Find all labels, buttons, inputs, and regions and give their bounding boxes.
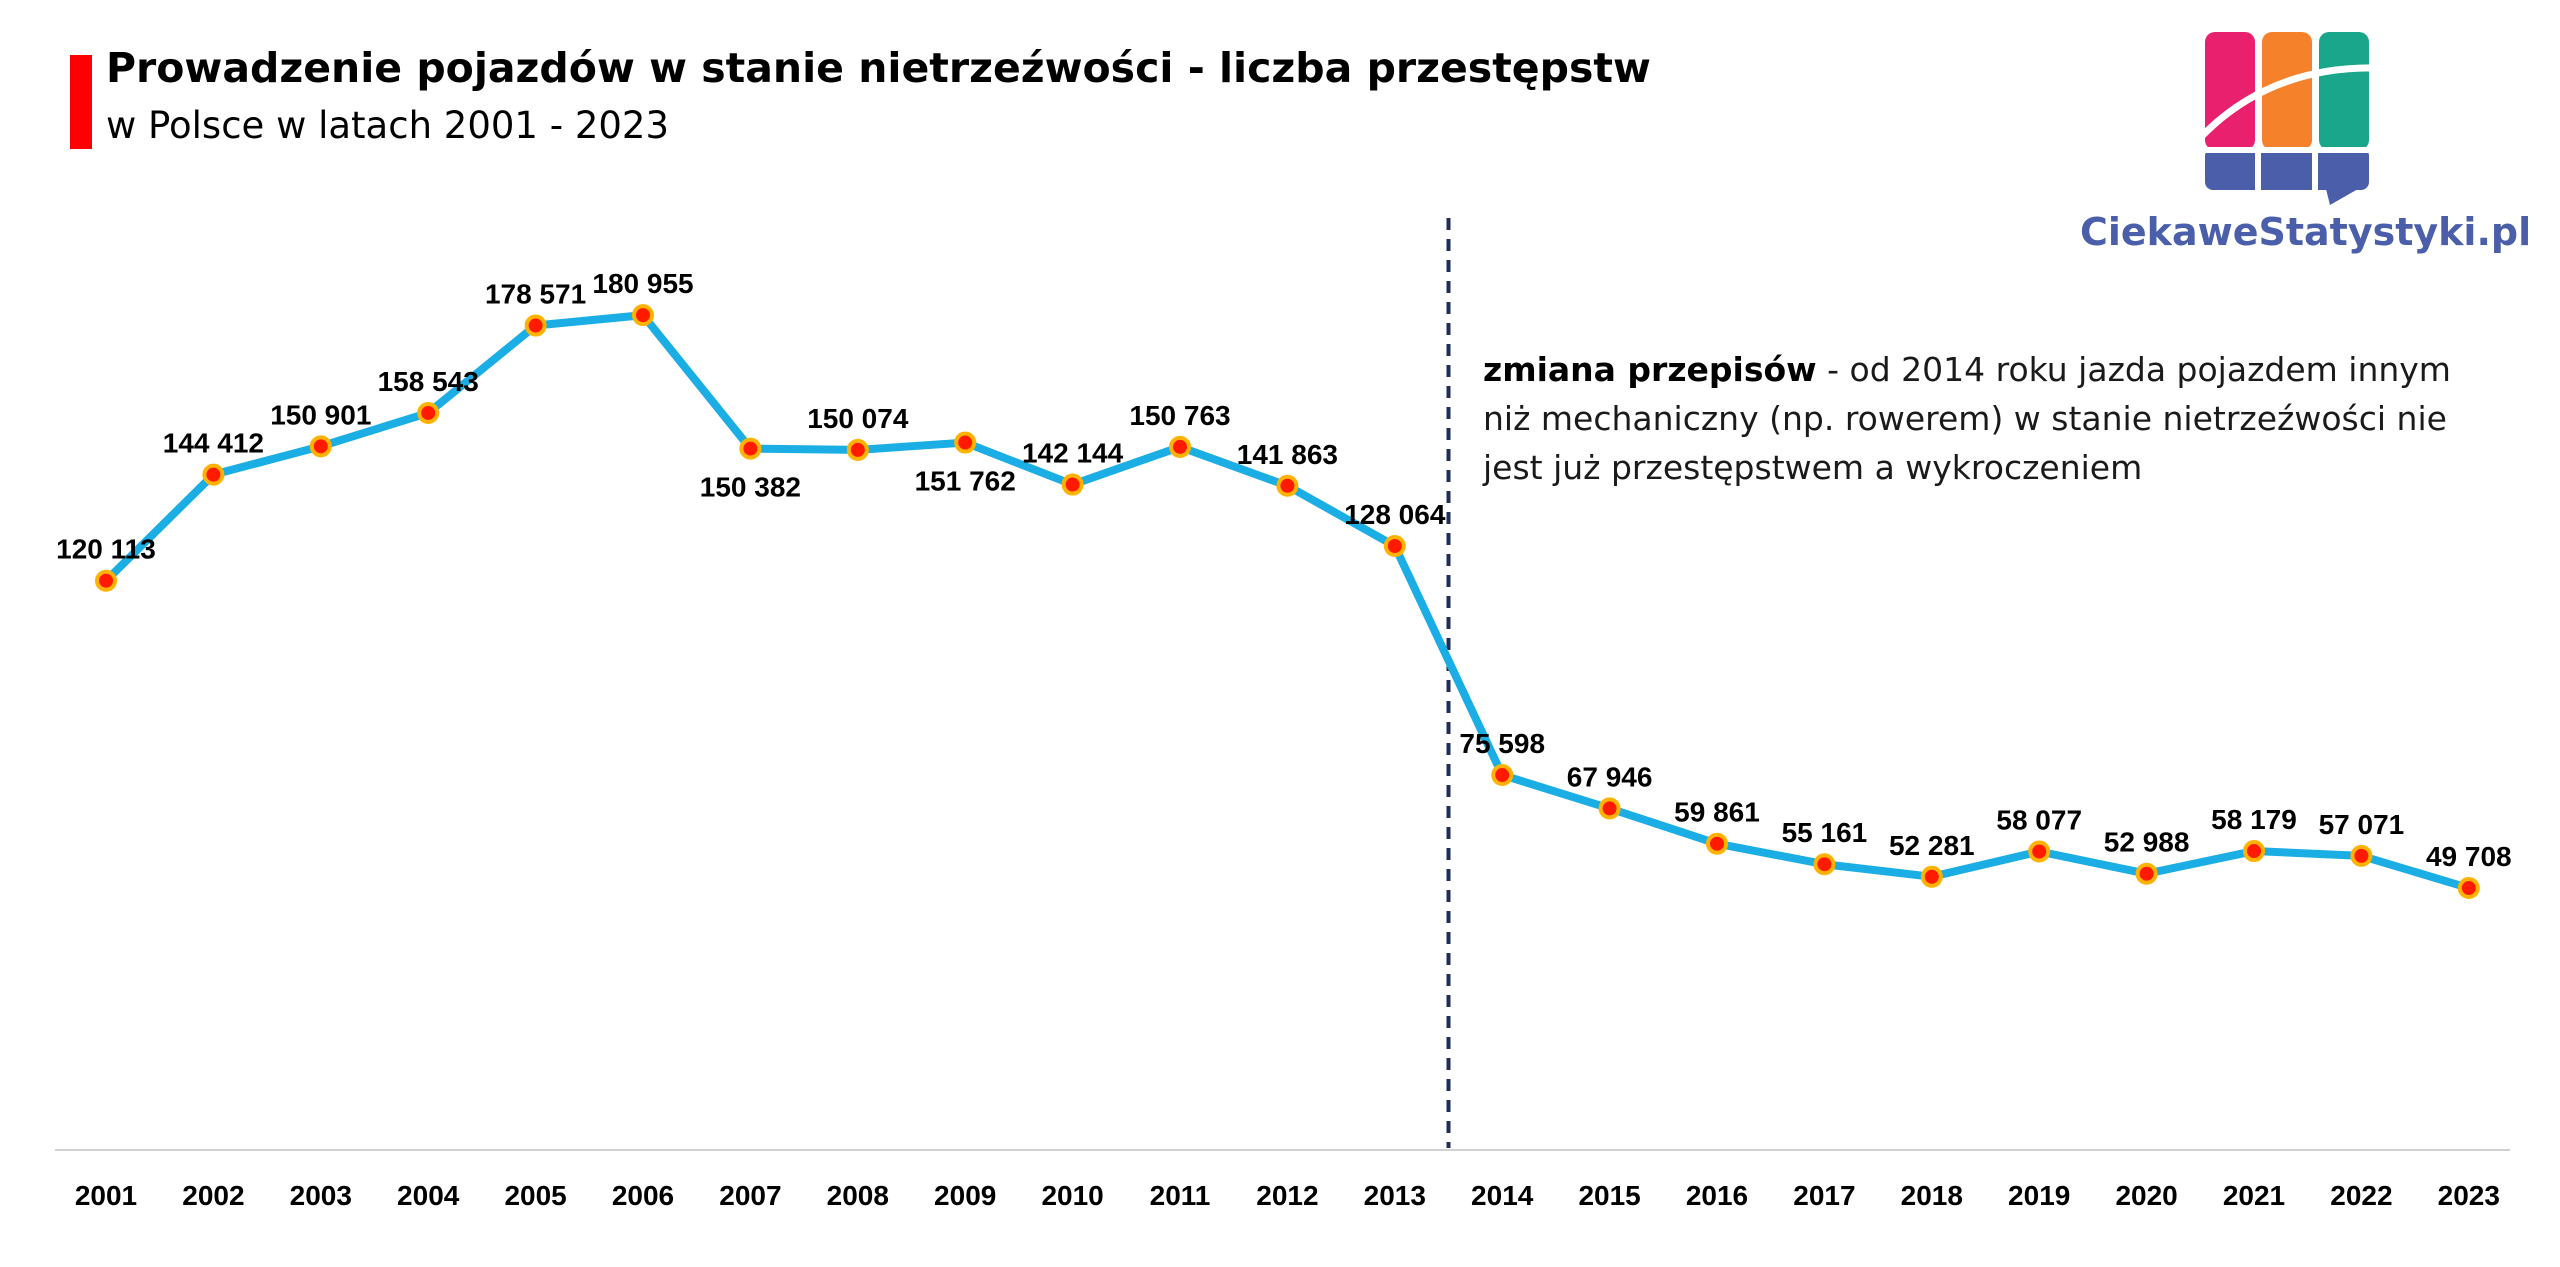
data-label: 67 946	[1567, 761, 1653, 792]
x-tick-label: 2011	[1150, 1180, 1211, 1211]
data-point	[632, 304, 654, 327]
data-point	[2457, 877, 2480, 900]
data-label: 75 598	[1459, 728, 1545, 759]
data-point	[1061, 473, 1084, 496]
note-bold: zmiana przepisów	[1483, 350, 1817, 389]
data-point	[417, 401, 440, 424]
data-point	[2028, 840, 2051, 863]
x-tick-label: 2021	[2223, 1180, 2285, 1211]
data-point	[1813, 853, 1836, 876]
note-text: - od 2014 roku jazda pojazdem innym niż …	[1483, 350, 2451, 487]
series-line	[103, 311, 2470, 892]
x-tick-label: 2018	[1901, 1180, 1963, 1211]
data-label: 150 763	[1129, 400, 1230, 431]
data-label: 52 281	[1889, 830, 1975, 861]
data-point	[2350, 844, 2373, 867]
x-tick-label: 2003	[290, 1180, 352, 1211]
x-tick-label: 2007	[719, 1180, 781, 1211]
x-tick-label: 2016	[1686, 1180, 1748, 1211]
data-point	[739, 437, 762, 460]
data-point	[1491, 764, 1514, 787]
data-label: 178 571	[485, 279, 586, 310]
data-point	[2243, 840, 2265, 863]
x-tick-label: 2014	[1471, 1180, 1534, 1211]
data-label: 49 708	[2426, 841, 2512, 872]
x-tick-label: 2023	[2438, 1180, 2500, 1211]
data-label: 120 113	[56, 534, 156, 565]
x-tick-label: 2001	[75, 1180, 137, 1211]
chart-title: Prowadzenie pojazdów w stanie nietrzeźwo…	[106, 44, 1651, 92]
data-label: 128 064	[1344, 499, 1446, 530]
x-tick-label: 2005	[504, 1180, 566, 1211]
data-point	[954, 431, 977, 454]
data-point	[1169, 435, 1191, 458]
x-tick-label: 2022	[2330, 1180, 2392, 1211]
data-point	[1920, 865, 1943, 888]
x-tick-label: 2019	[2008, 1180, 2070, 1211]
x-tick-label: 2004	[397, 1180, 460, 1211]
data-label: 180 955	[592, 268, 693, 299]
data-point	[1598, 797, 1621, 820]
x-tick-label: 2009	[934, 1180, 996, 1211]
x-tick-label: 2015	[1578, 1180, 1640, 1211]
data-point	[846, 438, 869, 461]
data-point	[1383, 535, 1406, 558]
logo-icon	[2197, 32, 2381, 205]
data-label: 142 144	[1022, 438, 1124, 469]
x-tick-label: 2002	[182, 1180, 244, 1211]
data-label: 57 071	[2319, 809, 2405, 840]
data-label: 59 861	[1674, 797, 1760, 828]
x-tick-label: 2020	[2115, 1180, 2177, 1211]
data-label: 144 412	[163, 428, 264, 459]
data-label: 158 543	[378, 366, 479, 397]
data-label: 150 382	[700, 472, 801, 503]
x-tick-label: 2012	[1256, 1180, 1318, 1211]
data-label: 58 179	[2211, 804, 2297, 835]
data-point	[95, 569, 117, 592]
title-accent-bar	[70, 55, 92, 149]
data-label: 150 074	[807, 403, 909, 434]
x-tick-label: 2010	[1041, 1180, 1103, 1211]
data-label: 150 901	[270, 399, 371, 430]
chart-subtitle: w Polsce w latach 2001 - 2023	[106, 104, 669, 147]
x-tick-label: 2006	[612, 1180, 674, 1211]
data-label: 58 077	[1996, 804, 2082, 835]
data-point	[202, 463, 225, 486]
site-logo: CiekaweStatystyki.pl	[2080, 20, 2532, 270]
data-label: 55 161	[1782, 817, 1868, 848]
x-tick-label: 2008	[827, 1180, 889, 1211]
x-tick-label: 2013	[1364, 1180, 1426, 1211]
regulation-change-note: zmiana przepisów - od 2014 roku jazda po…	[1483, 345, 2493, 492]
data-label: 141 863	[1237, 439, 1338, 470]
data-point	[309, 435, 332, 458]
data-point	[524, 314, 547, 337]
data-point	[1276, 474, 1299, 497]
x-tick-label: 2017	[1793, 1180, 1855, 1211]
data-point	[2135, 862, 2158, 885]
data-label: 151 762	[915, 466, 1016, 497]
logo-text: CiekaweStatystyki.pl	[2080, 210, 2532, 254]
data-label: 52 988	[2104, 827, 2190, 858]
data-point	[1706, 832, 1728, 855]
